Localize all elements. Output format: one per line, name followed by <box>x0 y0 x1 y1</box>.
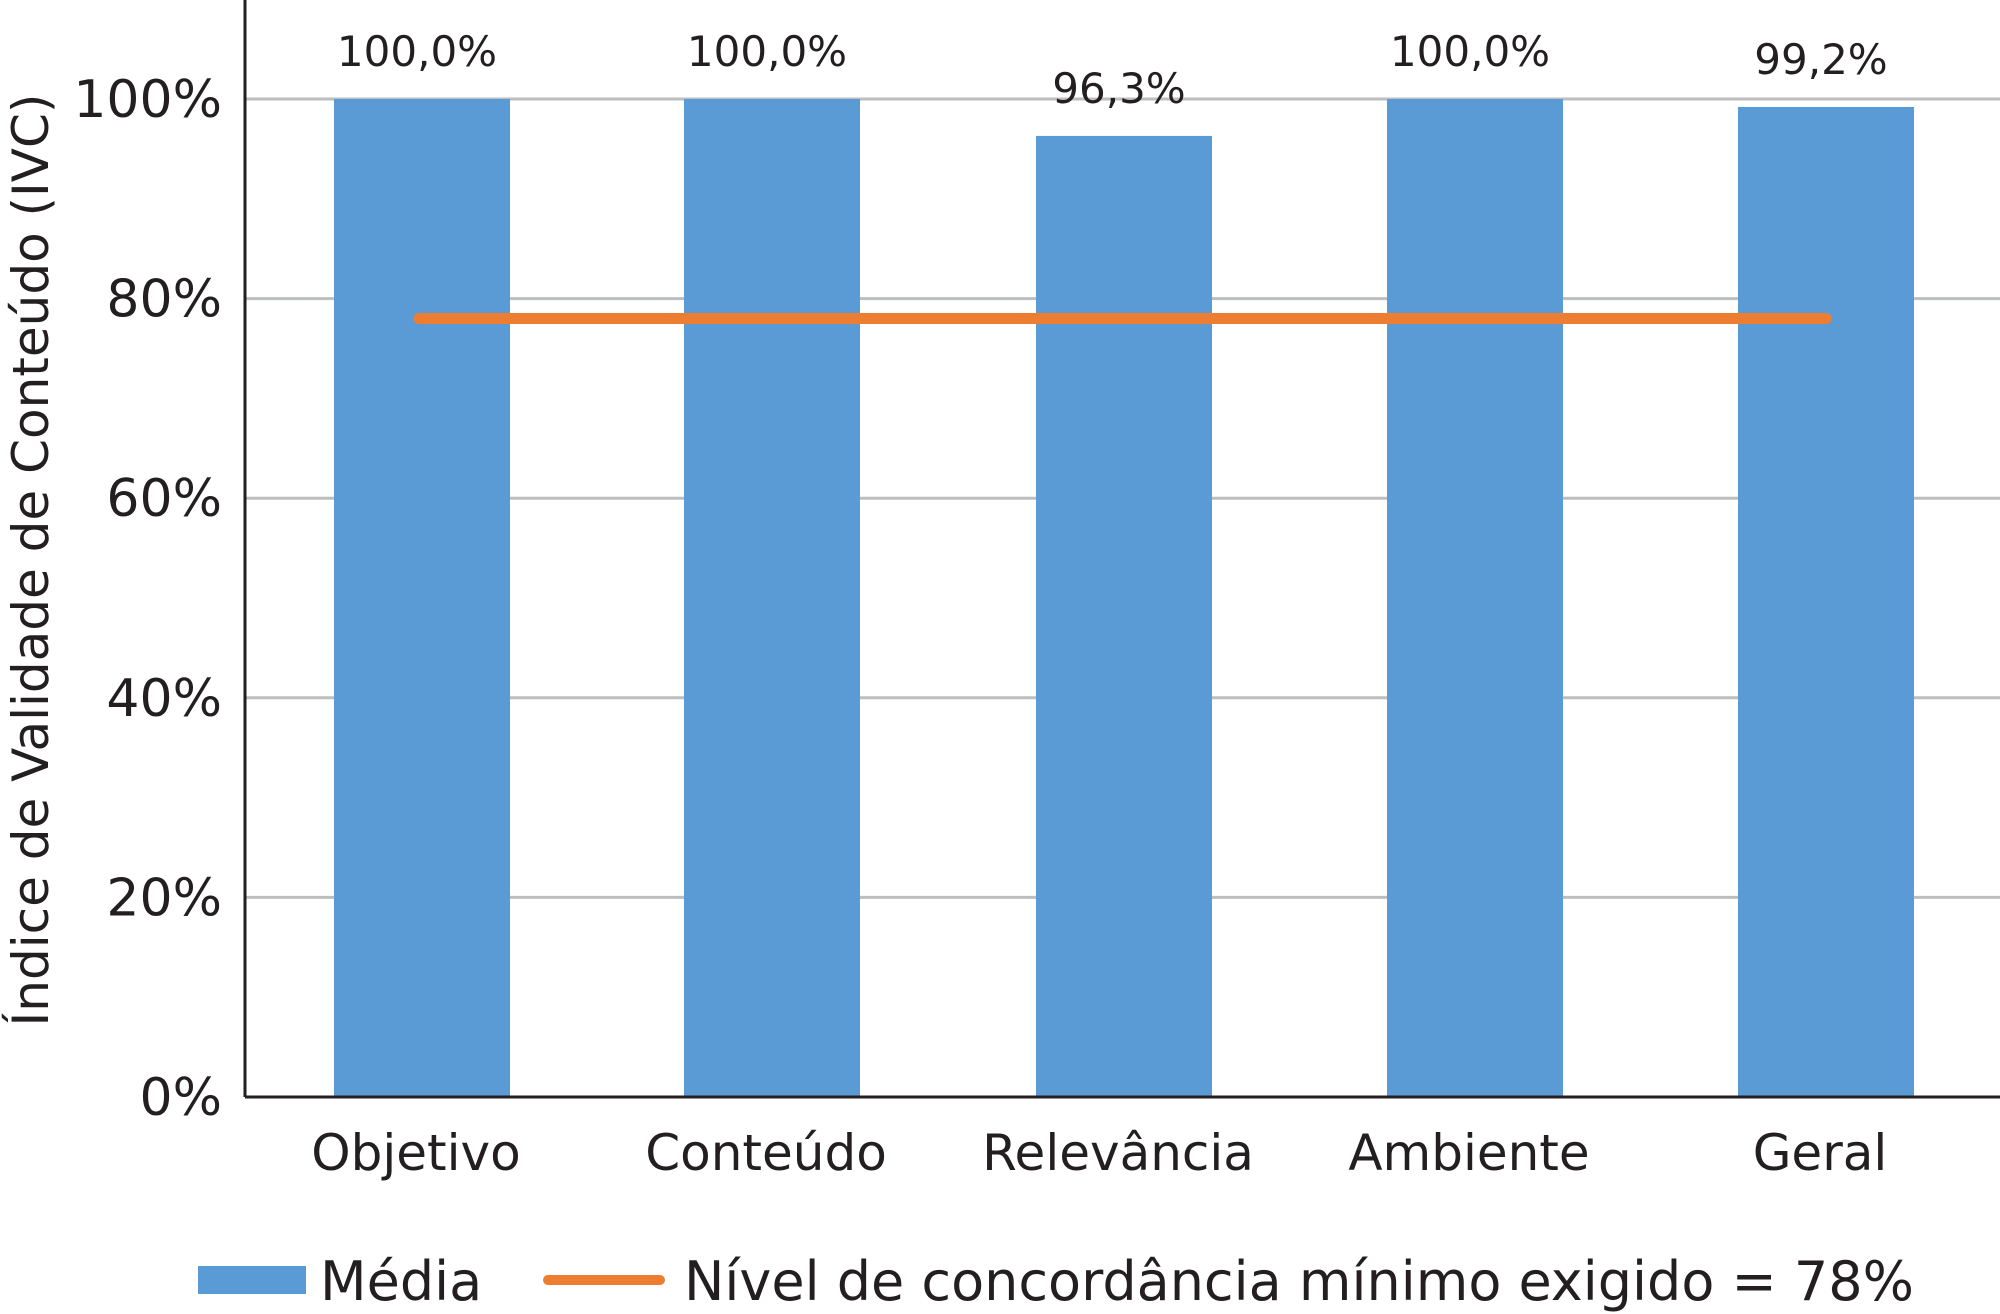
data-label: 100,0% <box>1390 27 1550 76</box>
legend-label-threshold: Nível de concordância mínimo exigido = 7… <box>684 1250 1914 1313</box>
bar <box>1036 135 1212 1097</box>
data-labels: 100,0% 100,0% 96,3% 100,0% 99,2% <box>337 27 1888 113</box>
data-label: 100,0% <box>687 27 847 76</box>
legend-label-media: Média <box>320 1250 482 1313</box>
data-label: 96,3% <box>1052 64 1185 113</box>
y-tick-label: 80% <box>106 270 222 330</box>
bar <box>334 99 510 1097</box>
x-tick-label: Ambiente <box>1348 1124 1589 1182</box>
bar <box>1738 106 1914 1097</box>
y-axis-title: Índice de Validade de Conteúdo (IVC) <box>1 94 60 1027</box>
x-tick-labels: Objetivo Conteúdo Relevância Ambiente Geral <box>311 1124 1887 1182</box>
bar <box>684 99 860 1097</box>
x-tick-label: Objetivo <box>311 1124 520 1182</box>
y-tick-label: 60% <box>106 469 222 529</box>
x-tick-label: Geral <box>1753 1124 1888 1182</box>
y-tick-labels: 0% 20% 40% 60% 80% 100% <box>73 70 222 1128</box>
data-label: 99,2% <box>1754 35 1887 84</box>
y-tick-label: 100% <box>73 70 222 130</box>
legend: Média Nível de concordância mínimo exigi… <box>198 1250 1914 1313</box>
y-tick-label: 0% <box>140 1068 223 1128</box>
bar <box>1387 99 1563 1097</box>
x-tick-label: Relevância <box>982 1124 1254 1182</box>
y-tick-label: 20% <box>106 868 222 928</box>
legend-swatch-media <box>198 1266 306 1294</box>
x-tick-label: Conteúdo <box>645 1124 887 1182</box>
bars <box>334 99 1914 1097</box>
data-label: 100,0% <box>337 27 497 76</box>
axes <box>243 0 2000 1099</box>
y-tick-label: 40% <box>106 669 222 729</box>
